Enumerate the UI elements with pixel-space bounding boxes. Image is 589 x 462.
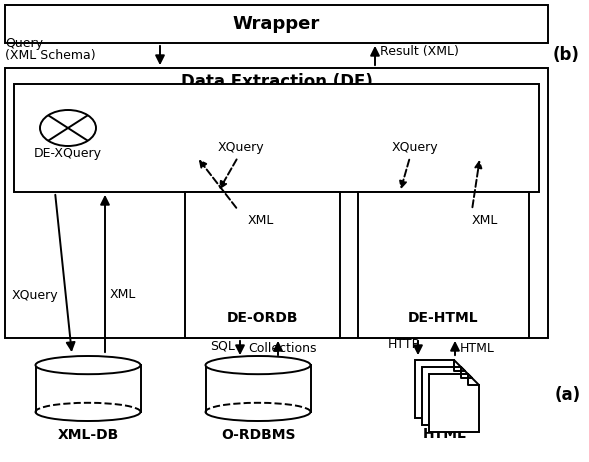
Text: XQuery: XQuery xyxy=(392,141,439,154)
Polygon shape xyxy=(415,360,465,418)
Text: Data Extraction (DE): Data Extraction (DE) xyxy=(181,73,372,91)
Text: XML-DB: XML-DB xyxy=(57,428,118,442)
Bar xyxy=(5,5,548,43)
Text: DE-ORDB: DE-ORDB xyxy=(227,311,298,325)
Text: (XML Schema): (XML Schema) xyxy=(5,49,95,62)
Text: DE-HTML: DE-HTML xyxy=(408,311,479,325)
Ellipse shape xyxy=(206,356,310,374)
Text: XML: XML xyxy=(472,213,498,226)
Text: Result (XML): Result (XML) xyxy=(380,45,459,59)
Bar xyxy=(206,365,310,412)
Text: XML: XML xyxy=(110,288,137,302)
Text: XML: XML xyxy=(248,213,274,226)
Text: HTTP: HTTP xyxy=(388,338,420,351)
Text: XQuery: XQuery xyxy=(218,141,264,154)
Text: Collections: Collections xyxy=(248,342,316,355)
Text: XQuery: XQuery xyxy=(12,288,59,302)
Bar xyxy=(14,84,539,192)
Bar xyxy=(185,192,340,338)
Text: Query: Query xyxy=(5,37,43,50)
Ellipse shape xyxy=(40,110,96,146)
Text: DE-XQuery: DE-XQuery xyxy=(34,147,102,160)
Text: (b): (b) xyxy=(553,46,580,64)
Polygon shape xyxy=(422,367,472,425)
Bar xyxy=(35,365,141,412)
Text: Wrapper: Wrapper xyxy=(233,15,320,33)
Polygon shape xyxy=(429,374,479,432)
Bar xyxy=(358,192,529,338)
Text: O-RDBMS: O-RDBMS xyxy=(221,428,295,442)
Text: SQL: SQL xyxy=(210,340,235,353)
Ellipse shape xyxy=(35,356,141,374)
Text: HTML: HTML xyxy=(423,427,467,441)
Bar xyxy=(5,68,548,338)
Text: HTML: HTML xyxy=(460,341,495,354)
Text: (a): (a) xyxy=(555,386,581,404)
